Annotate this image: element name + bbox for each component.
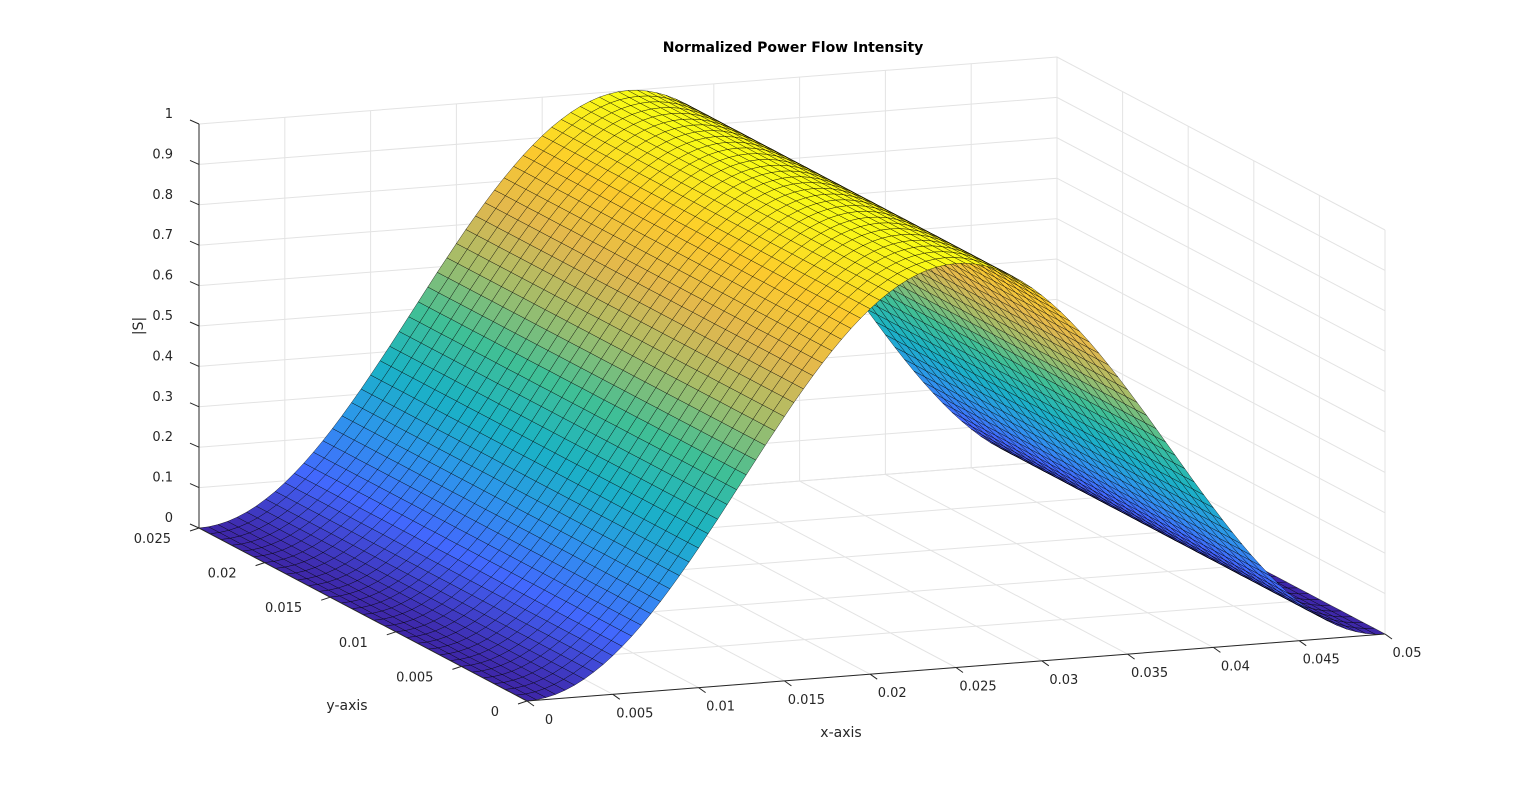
- x-tick-mark: [698, 687, 706, 694]
- x-axis-label: x-axis: [820, 725, 861, 741]
- x-tick-mark: [1041, 660, 1050, 667]
- x-tick-label: 0.025: [959, 680, 996, 695]
- z-axis-label: |S|: [131, 317, 147, 335]
- z-tick-mark: [189, 159, 200, 165]
- x-tick-label: 0.04: [1221, 659, 1250, 674]
- z-tick-label: 0.3: [152, 390, 173, 405]
- z-tick-mark: [189, 402, 200, 408]
- z-tick-mark: [189, 523, 200, 529]
- z-gridline: [198, 96, 1386, 271]
- y-tick-mark: [255, 562, 265, 567]
- surface-mesh: [198, 89, 1386, 702]
- z-tick-mark: [189, 240, 200, 246]
- x-tick-mark: [1298, 640, 1307, 647]
- z-tick-label: 0.8: [152, 188, 173, 203]
- y-tick-mark: [452, 665, 462, 670]
- x-tick-mark: [784, 680, 792, 687]
- x-tick-label: 0.01: [706, 700, 735, 715]
- z-tick-label: 0.7: [152, 228, 173, 243]
- x-tick-label: 0.005: [616, 706, 653, 721]
- y-tick-mark: [189, 527, 200, 532]
- x-tick-mark: [955, 667, 964, 673]
- z-tick-mark: [189, 281, 200, 287]
- y-tick-mark: [386, 631, 396, 636]
- z-gridline: [198, 56, 1386, 231]
- x-tick-mark: [1127, 653, 1135, 660]
- z-tick-label: 0.9: [152, 147, 173, 162]
- y-axis-label: y-axis: [326, 698, 367, 714]
- x-tick-label: 0.015: [788, 693, 825, 708]
- y-tick-label: 0: [491, 705, 499, 720]
- tick-labels: 0 0.005 0.01 0.015 0.02 0.025 0.03 0.035 0.04 0.0…: [134, 107, 1422, 728]
- y-tick-label: 0.025: [134, 532, 171, 547]
- y-tick-label: 0.005: [396, 670, 433, 685]
- axes-lines: [189, 119, 1393, 707]
- z-tick-mark: [189, 321, 200, 327]
- z-tick-mark: [189, 200, 200, 206]
- x-tick-label: 0.03: [1049, 673, 1078, 688]
- x-tick-mark: [526, 700, 535, 707]
- z-tick-mark: [189, 483, 200, 489]
- z-tick-label: 0.1: [152, 471, 173, 486]
- y-tick-label: 0.02: [208, 567, 237, 582]
- z-tick-label: 0.5: [152, 309, 173, 324]
- x-tick-mark: [869, 673, 878, 680]
- x-tick-mark: [612, 693, 621, 700]
- y-tick-label: 0.015: [265, 601, 302, 616]
- y-axis-line: [198, 527, 528, 702]
- x-tick-mark: [1384, 633, 1393, 640]
- x-tick-label: 0.02: [878, 686, 907, 701]
- x-tick-label: 0.045: [1303, 653, 1340, 668]
- x-tick-label: 0.05: [1393, 646, 1422, 661]
- x-tick-label: 0: [545, 713, 553, 728]
- y-tick-mark: [517, 700, 528, 705]
- z-tick-label: 1: [165, 107, 173, 122]
- x-tick-label: 0.035: [1131, 666, 1168, 681]
- y-tick-label: 0.01: [339, 636, 368, 651]
- z-tick-mark: [189, 442, 200, 448]
- z-gridline: [198, 137, 1386, 312]
- chart-title: Normalized Power Flow Intensity: [663, 40, 924, 56]
- z-tick-label: 0.2: [152, 430, 173, 445]
- z-tick-label: 0: [165, 511, 173, 526]
- z-tick-mark: [189, 119, 200, 125]
- z-tick-label: 0.6: [152, 269, 173, 284]
- x-tick-mark: [1213, 646, 1221, 653]
- z-tick-mark: [189, 361, 200, 367]
- z-tick-label: 0.4: [152, 349, 173, 364]
- y-tick-mark: [321, 596, 331, 601]
